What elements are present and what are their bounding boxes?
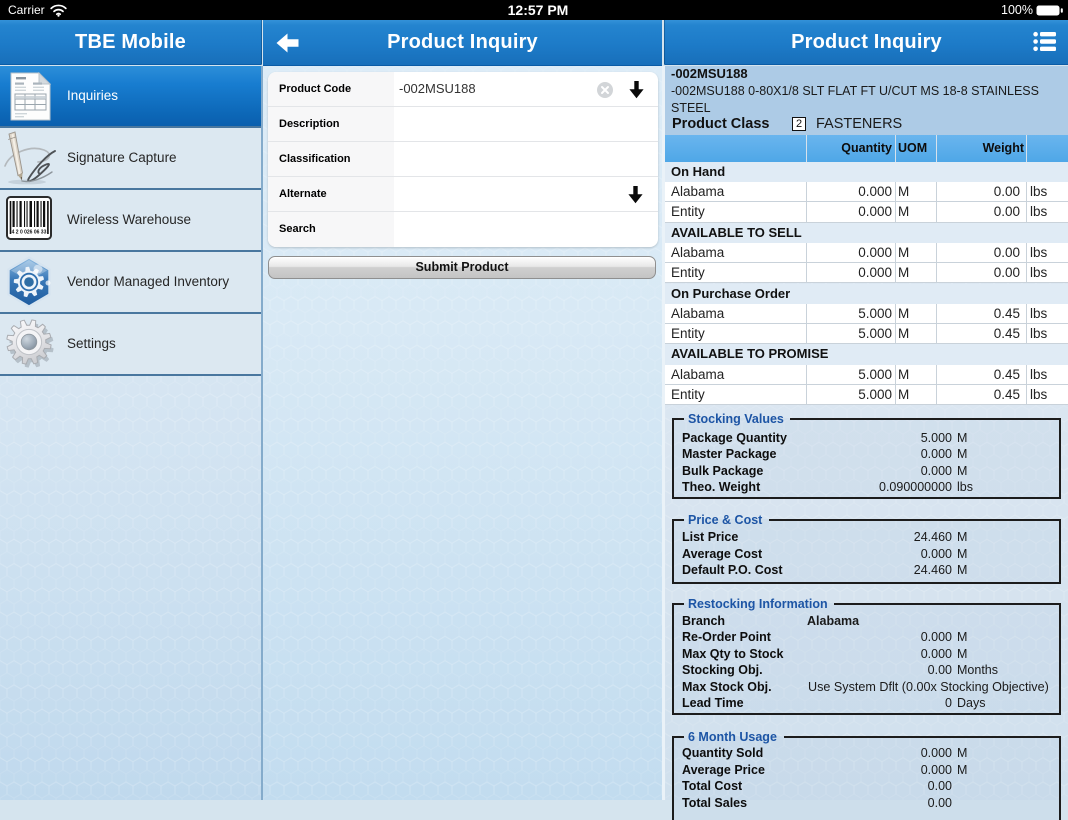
svg-text:4 2 0 026 06 33: 4 2 0 026 06 33	[12, 230, 47, 236]
